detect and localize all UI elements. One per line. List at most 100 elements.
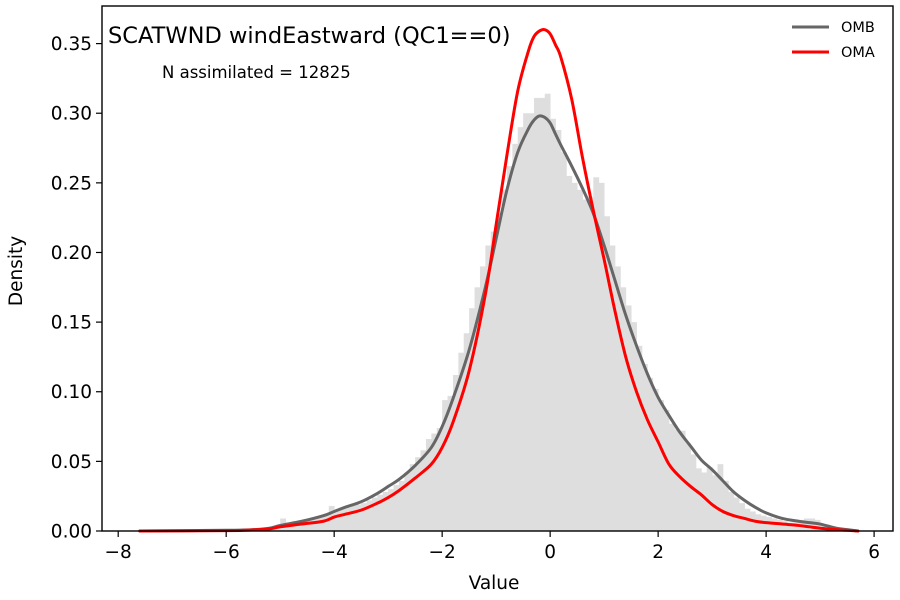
histogram-bar [404,472,411,531]
histogram-bar [668,423,675,531]
histogram-bar [490,231,497,531]
histogram-bar [733,497,740,531]
histogram-bar [431,433,438,531]
histogram-bar [301,519,308,531]
histogram-bar [334,510,340,531]
histogram-bar [425,439,432,531]
histogram-bar [452,375,459,531]
histogram-bar [501,189,508,531]
y-axis-label: Density [6,236,27,306]
histogram-bar [361,503,367,531]
series-line-omb [138,114,860,533]
histogram-bar [415,457,421,531]
y-tick-label: 0.25 [51,173,92,194]
x-tick-label: −6 [213,542,240,563]
x-tick-label: −8 [105,542,132,563]
histogram-bar [382,492,389,531]
histogram-bar [463,333,470,531]
histogram-bar [398,480,405,531]
histogram-bar [550,118,556,532]
x-tick-label: −2 [429,542,456,563]
histogram-bar [712,475,718,531]
x-tick-label: 2 [652,542,664,563]
histogram-bar [555,129,562,531]
histogram-bar [366,500,373,531]
y-tick-label: 0.10 [51,382,92,403]
x-axis-label: Value [469,573,520,594]
histogram-bar [814,519,821,531]
histogram-bar [722,480,729,531]
histogram-bar [793,522,799,531]
histogram-bar [393,485,400,531]
histogram-bar [533,97,540,531]
histogram-bar [614,266,621,531]
histogram-bar [528,113,535,531]
histogram-bar [566,175,573,531]
chart-title: SCATWND windEastward (QC1==0) [108,23,510,49]
histogram-bar [620,287,627,531]
histogram-bar [355,504,362,531]
histogram-bar [809,518,816,531]
histogram-bar [474,287,481,531]
histogram-bar [485,245,492,531]
histogram-bar [339,508,346,531]
histogram-bar [323,514,330,531]
histogram-bar [371,497,378,531]
x-tick-label: 6 [868,542,880,563]
y-tick-label: 0.20 [51,243,92,264]
legend: OMB OMA [792,20,875,61]
histogram-bar [544,93,551,531]
y-tick-label: 0.15 [51,313,92,334]
histogram-bar [674,429,681,531]
histogram-bar [717,464,724,531]
histogram-bar [604,216,610,531]
histogram-bar [609,245,616,531]
histogram-bar [571,182,578,532]
histogram-bar [317,515,324,531]
histogram-bar [593,177,600,532]
y-axis: 0.00 0.05 0.10 0.15 0.20 0.25 0.30 0.35 [51,34,102,543]
histogram-bar [436,427,443,531]
series-line-oma [138,28,860,533]
histogram-bar [787,522,794,531]
y-tick-label: 0.30 [51,104,92,125]
histogram-bar [290,522,297,531]
x-tick-label: −4 [321,542,348,563]
y-tick-label: 0.35 [51,34,92,55]
histogram-bar [728,492,735,531]
density-curves [138,28,860,533]
histogram [269,93,832,532]
histogram-bar [307,519,313,531]
y-tick-label: 0.00 [51,522,92,543]
histogram-bar [636,345,643,531]
x-axis: −8 −6 −4 −2 0 2 4 6 [105,531,880,563]
histogram-bar [512,143,519,532]
x-tick-label: 4 [760,542,772,563]
histogram-bar [458,352,465,531]
histogram-bar [577,189,583,531]
histogram-bar [598,182,605,532]
histogram-bar [420,450,427,531]
histogram-bar [469,308,475,531]
histogram-bar [496,213,502,532]
histogram-bar [479,266,486,531]
histogram-bar [663,409,670,531]
histogram-bar [377,494,384,531]
histogram-bar [641,363,648,531]
histogram-bar [587,196,594,531]
histogram-bar [706,466,713,531]
histogram-bar [695,468,702,531]
histogram-bar [539,97,546,531]
histogram-bar [631,322,637,531]
histogram-bar [388,489,394,531]
histogram-bar [782,521,789,531]
histogram-bar [517,127,524,532]
legend-label-oma: OMA [841,45,875,61]
histogram-bar [506,166,513,531]
histogram-bar [652,388,659,531]
histogram-bar [296,521,303,531]
legend-label-omb: OMB [841,20,875,36]
histogram-bar [442,400,448,531]
histogram-bar [344,507,351,531]
